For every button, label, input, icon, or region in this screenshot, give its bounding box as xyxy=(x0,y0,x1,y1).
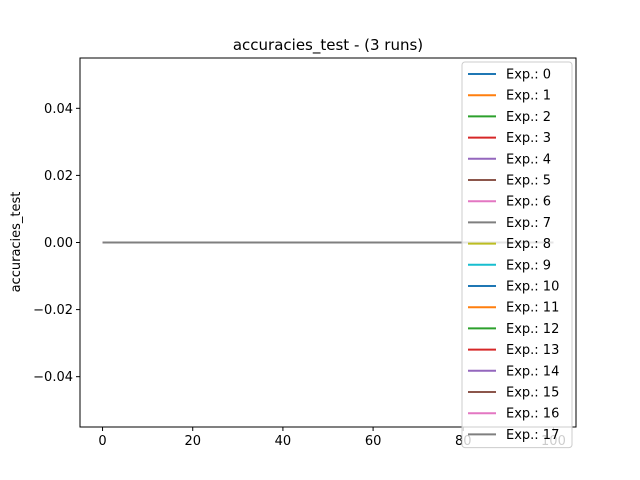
legend-label-10: Exp.: 10 xyxy=(506,280,559,295)
legend-label-17: Exp.: 17 xyxy=(506,428,559,443)
y-tick-label: −0.02 xyxy=(33,303,73,318)
chart-title: accuracies_test - (3 runs) xyxy=(233,36,423,55)
legend-label-15: Exp.: 15 xyxy=(506,386,559,401)
legend-label-13: Exp.: 13 xyxy=(506,343,559,358)
legend-label-11: Exp.: 11 xyxy=(506,301,559,316)
legend-label-9: Exp.: 9 xyxy=(506,258,551,273)
legend-label-0: Exp.: 0 xyxy=(506,68,551,83)
x-tick-label: 40 xyxy=(275,434,292,449)
legend-label-6: Exp.: 6 xyxy=(506,195,551,210)
x-tick-label: 60 xyxy=(365,434,382,449)
legend-label-1: Exp.: 1 xyxy=(506,89,551,104)
y-tick-label: 0.02 xyxy=(44,169,73,184)
legend-label-7: Exp.: 7 xyxy=(506,216,551,231)
legend-label-16: Exp.: 16 xyxy=(506,407,559,422)
x-tick-label: 0 xyxy=(98,434,106,449)
legend-label-4: Exp.: 4 xyxy=(506,152,551,167)
x-tick-label: 20 xyxy=(184,434,201,449)
legend-label-12: Exp.: 12 xyxy=(506,322,559,337)
legend-label-14: Exp.: 14 xyxy=(506,364,559,379)
y-axis: −0.04 −0.02 0.00 0.02 0.04 xyxy=(33,102,80,385)
legend-label-3: Exp.: 3 xyxy=(506,131,551,146)
legend-label-2: Exp.: 2 xyxy=(506,110,551,125)
y-axis-label: accuracies_test xyxy=(9,192,24,293)
y-tick-label: 0.00 xyxy=(44,236,73,251)
legend-label-5: Exp.: 5 xyxy=(506,174,551,189)
legend: Exp.: 0 Exp.: 1 Exp.: 2 Exp.: 3 Exp.: 4 Exp.:… xyxy=(461,61,573,449)
legend-label-8: Exp.: 8 xyxy=(506,237,551,252)
y-tick-label: 0.04 xyxy=(44,102,73,117)
y-tick-label: −0.04 xyxy=(33,370,73,385)
